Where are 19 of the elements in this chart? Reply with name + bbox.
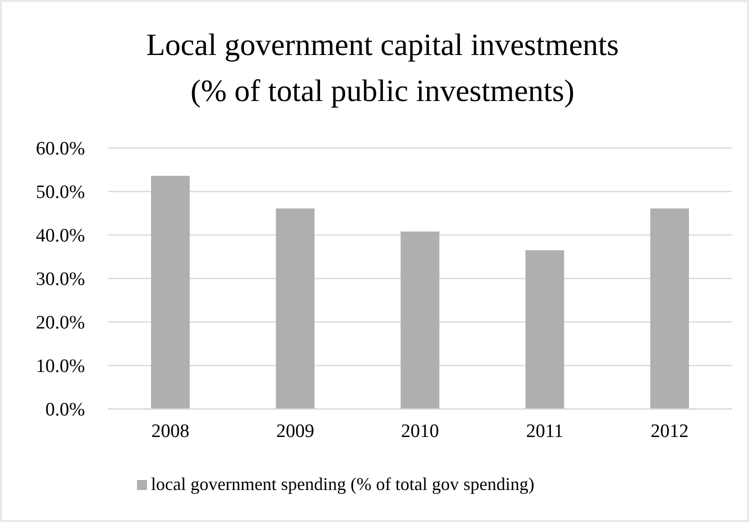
y-tick-label: 20.0% bbox=[36, 312, 86, 334]
y-tick-label: 0.0% bbox=[45, 400, 86, 421]
y-tick-label: 30.0% bbox=[36, 269, 86, 290]
y-tick-label: 50.0% bbox=[36, 182, 86, 204]
bar bbox=[525, 250, 564, 409]
y-tick-label: 60.0% bbox=[36, 138, 86, 160]
chart-title: Local government capital investments (% of total public investments) bbox=[146, 27, 619, 108]
bar bbox=[400, 232, 440, 409]
x-tick-label: 2011 bbox=[526, 421, 564, 442]
legend-label: local government spending (% of total gov spending) bbox=[151, 474, 534, 494]
x-tick-label: 2010 bbox=[401, 421, 439, 442]
y-tick-label: 10.0% bbox=[36, 356, 86, 378]
bar bbox=[151, 176, 190, 409]
bar bbox=[276, 208, 315, 409]
x-tick-label: 2008 bbox=[151, 421, 190, 442]
bar bbox=[650, 208, 689, 409]
y-tick-label: 40.0% bbox=[36, 226, 86, 247]
x-tick-label: 2012 bbox=[650, 421, 689, 442]
x-tick-label: 2009 bbox=[276, 421, 314, 442]
